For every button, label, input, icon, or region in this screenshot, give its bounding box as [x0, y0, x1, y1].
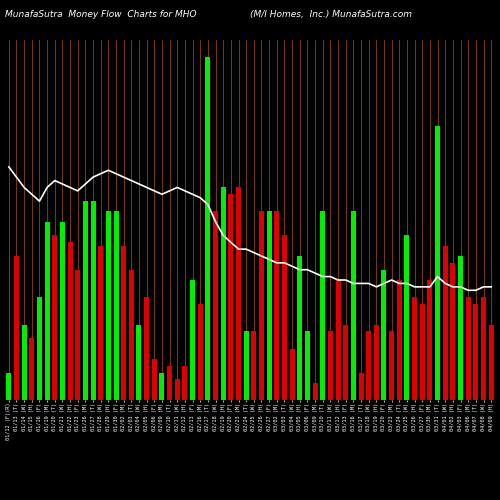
Bar: [182, 366, 188, 400]
Bar: [236, 188, 241, 400]
Bar: [175, 380, 180, 400]
Bar: [14, 256, 19, 400]
Bar: [114, 212, 118, 400]
Bar: [358, 372, 364, 400]
Bar: [389, 332, 394, 400]
Bar: [290, 348, 294, 400]
Bar: [412, 297, 417, 400]
Text: MunafaSutra  Money Flow  Charts for MHO: MunafaSutra Money Flow Charts for MHO: [5, 10, 196, 19]
Bar: [274, 212, 280, 400]
Bar: [282, 236, 287, 400]
Text: (M/I Homes,  Inc.) MunafaSutra.com: (M/I Homes, Inc.) MunafaSutra.com: [250, 10, 412, 19]
Bar: [136, 324, 141, 400]
Bar: [160, 372, 164, 400]
Bar: [22, 324, 26, 400]
Bar: [52, 236, 58, 400]
Bar: [220, 188, 226, 400]
Bar: [404, 236, 409, 400]
Bar: [90, 201, 96, 400]
Bar: [435, 126, 440, 400]
Bar: [167, 366, 172, 400]
Bar: [351, 212, 356, 400]
Bar: [83, 201, 88, 400]
Bar: [144, 297, 149, 400]
Bar: [266, 212, 272, 400]
Bar: [106, 212, 111, 400]
Bar: [343, 324, 348, 400]
Bar: [228, 194, 234, 400]
Bar: [305, 332, 310, 400]
Bar: [312, 383, 318, 400]
Bar: [252, 332, 256, 400]
Bar: [190, 280, 195, 400]
Bar: [75, 270, 80, 400]
Bar: [474, 304, 478, 400]
Bar: [121, 246, 126, 400]
Bar: [98, 246, 103, 400]
Bar: [60, 222, 65, 400]
Bar: [382, 270, 386, 400]
Bar: [481, 297, 486, 400]
Bar: [198, 304, 202, 400]
Bar: [328, 332, 333, 400]
Bar: [420, 304, 425, 400]
Bar: [68, 242, 72, 400]
Bar: [129, 270, 134, 400]
Bar: [450, 263, 456, 400]
Bar: [336, 280, 340, 400]
Bar: [298, 256, 302, 400]
Bar: [466, 297, 470, 400]
Bar: [428, 280, 432, 400]
Bar: [152, 359, 157, 400]
Bar: [488, 324, 494, 400]
Bar: [244, 332, 248, 400]
Bar: [30, 338, 35, 400]
Bar: [397, 280, 402, 400]
Bar: [213, 212, 218, 400]
Bar: [44, 222, 50, 400]
Bar: [366, 332, 371, 400]
Bar: [458, 256, 463, 400]
Bar: [206, 57, 210, 400]
Bar: [374, 324, 379, 400]
Bar: [37, 297, 42, 400]
Bar: [320, 212, 325, 400]
Bar: [259, 212, 264, 400]
Bar: [442, 246, 448, 400]
Bar: [6, 372, 12, 400]
